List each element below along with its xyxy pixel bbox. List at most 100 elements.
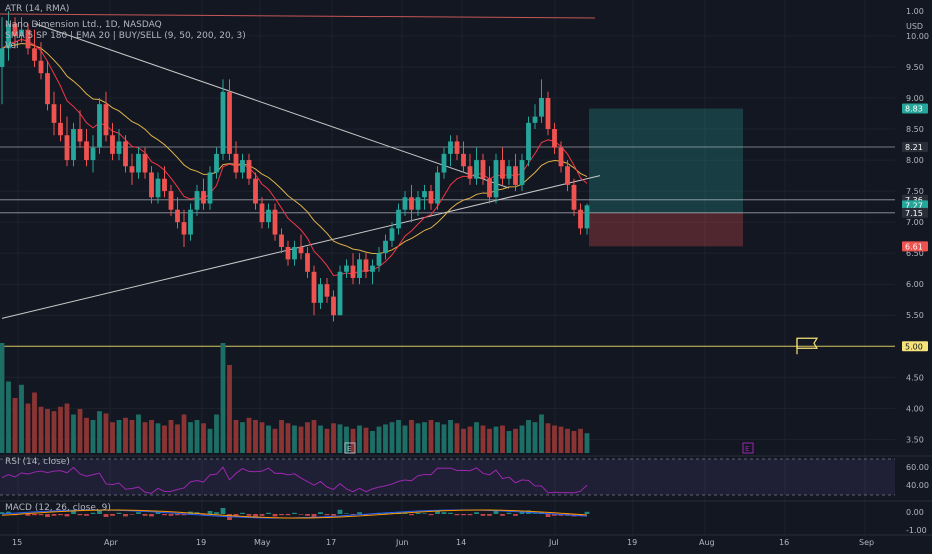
time-axis-label: 19: [196, 538, 206, 547]
volume-bar: [266, 425, 271, 453]
candle-body: [214, 153, 219, 173]
indicators-label: SMA 5 SP 180 | EMA 20 | BUY/SELL (9, 50,…: [5, 31, 246, 41]
candle-body: [493, 160, 499, 198]
price-badge: [902, 207, 928, 218]
candle-body: [6, 23, 11, 49]
macd-histogram-bar: [454, 514, 460, 516]
volume-bar: [71, 414, 76, 453]
candle-body: [305, 253, 310, 272]
price-tick-label: 8.50: [906, 125, 924, 134]
macd-histogram-bar: [493, 510, 499, 514]
volume-bar: [123, 417, 128, 453]
candle-body: [58, 122, 63, 136]
volume-bar: [136, 414, 141, 453]
candle-body: [324, 284, 330, 297]
volume-bar: [188, 422, 193, 453]
volume-bar: [402, 425, 408, 453]
macd-histogram-bar: [428, 514, 434, 516]
macd-histogram-bar: [441, 512, 447, 514]
volume-bar: [220, 343, 226, 453]
volume-bar: [454, 423, 460, 453]
candle-body: [51, 104, 57, 123]
candle-body: [38, 60, 44, 74]
candle-body: [474, 160, 479, 179]
atr-legend: ATR (14, RMA): [5, 4, 73, 14]
rsi-tick-label: 40.00: [906, 481, 929, 490]
volume-bar: [129, 420, 135, 453]
price-badge-label: 5.00: [905, 342, 923, 351]
macd-histogram-bar: [149, 514, 154, 517]
candle-body: [337, 271, 343, 316]
volume-bar: [305, 422, 310, 453]
volume-bar: [565, 428, 570, 453]
price-tick-label: 8.00: [906, 156, 924, 165]
volume-bar: [318, 425, 323, 453]
macd-histogram-bar: [285, 514, 291, 516]
candle-body: [272, 209, 278, 235]
volume-bar: [58, 406, 63, 453]
volume-bar: [194, 420, 200, 453]
candle-body: [480, 160, 486, 179]
atr-line: [0, 13, 596, 19]
volume-bar: [370, 431, 375, 453]
candle-body: [285, 246, 291, 260]
volume-bar: [227, 365, 232, 453]
candle-body: [454, 141, 460, 154]
macd-histogram-bar: [233, 514, 239, 516]
macd-histogram-bar: [266, 512, 271, 514]
volume-bar: [240, 422, 245, 453]
volume-bar: [558, 426, 564, 453]
volume-bar: [162, 425, 167, 453]
volume-bar: [103, 413, 109, 453]
candle-body: [77, 129, 83, 142]
volume-bar: [389, 422, 395, 453]
macd-histogram-bar: [90, 512, 96, 514]
macd-histogram-bar: [357, 512, 362, 514]
candle-body: [142, 153, 148, 173]
volume-bar: [383, 424, 388, 453]
macd-histogram-bar: [201, 514, 206, 516]
price-tick-label: 6.50: [906, 249, 924, 258]
time-axis-label: Jun: [395, 538, 409, 547]
candle-body: [545, 98, 551, 130]
candle-body: [149, 172, 154, 198]
macd-histogram-bar: [344, 513, 349, 514]
volume-bar: [214, 414, 219, 453]
candle-body: [532, 116, 538, 123]
volume-bar: [0, 343, 5, 453]
volume-bar: [12, 398, 18, 453]
volume-bar: [435, 422, 440, 453]
volume-bar: [324, 428, 330, 453]
volume-bar: [532, 422, 538, 453]
volume-bar: [246, 417, 252, 453]
candle-body: [539, 98, 544, 117]
volume-bar: [357, 425, 362, 453]
volume-bar: [207, 428, 213, 453]
candle-body: [168, 191, 174, 210]
volume-bar: [480, 425, 486, 453]
candle-body: [396, 209, 401, 229]
candle-body: [435, 172, 440, 204]
macd-histogram-bar: [246, 514, 252, 516]
candle-body: [402, 197, 408, 210]
volume-bar: [467, 426, 473, 453]
macd-histogram-bar: [116, 512, 122, 514]
price-badge-label: 6.61: [905, 242, 923, 251]
currency-text: USD: [906, 22, 924, 31]
time-axis-label: 15: [12, 538, 22, 547]
volume-bar: [38, 406, 44, 453]
candle-body: [448, 141, 453, 154]
volume-bar: [474, 422, 479, 453]
candle-body: [298, 246, 304, 254]
volume-bar: [253, 420, 258, 453]
candle-body: [292, 246, 297, 260]
rsi-label: RSI (14, close): [5, 457, 70, 467]
macd-histogram-bar: [51, 514, 57, 516]
volume-bar: [116, 420, 122, 453]
candle-body: [467, 166, 473, 179]
volume-bar: [298, 426, 304, 453]
volume-bar: [500, 425, 505, 453]
